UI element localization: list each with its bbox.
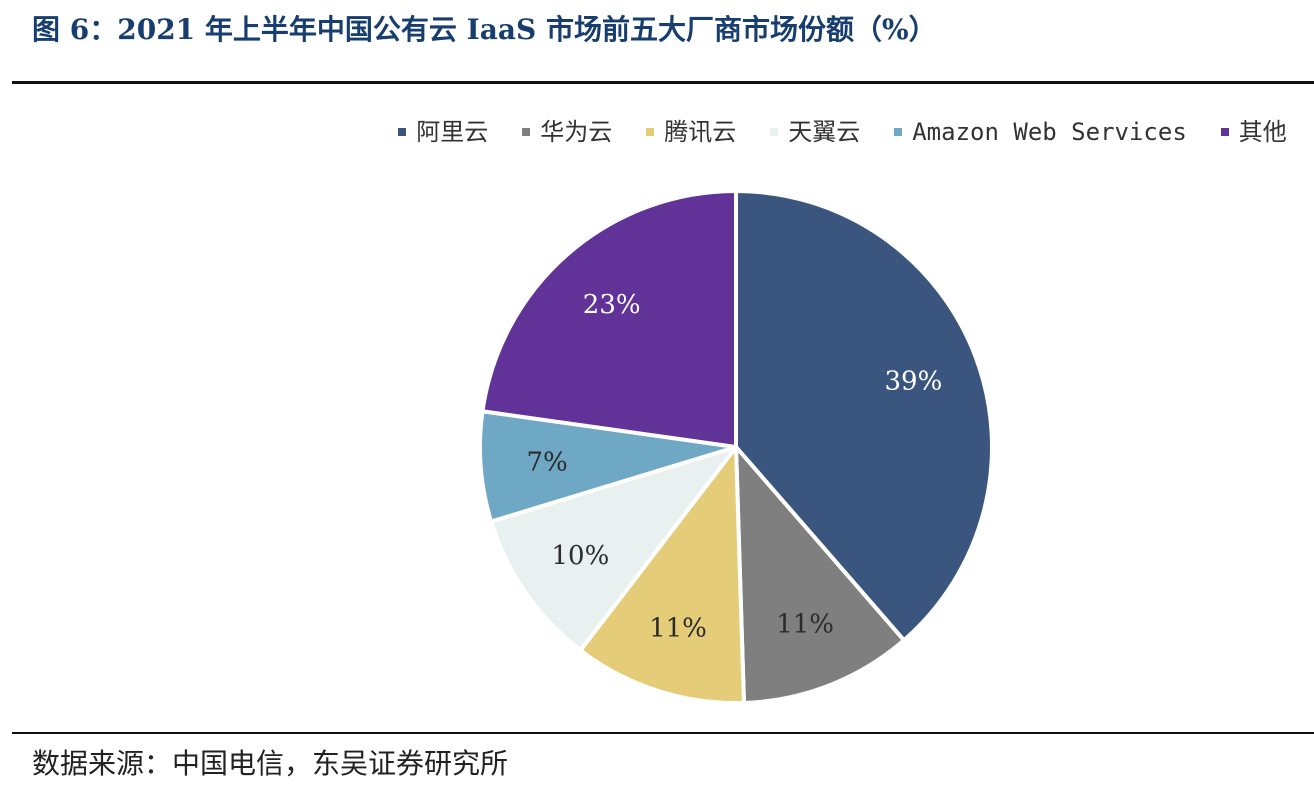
legend-item: Amazon Web Services — [894, 112, 1187, 152]
source-note: 数据来源：中国电信，东吴证券研究所 — [32, 747, 509, 780]
slice-data-label: 10% — [552, 541, 610, 571]
legend-item: 阿里云 — [398, 112, 488, 152]
legend-label: Amazon Web Services — [912, 118, 1187, 146]
legend-item: 腾讯云 — [646, 112, 736, 152]
slice-data-label: 11% — [776, 609, 834, 639]
pie-slice — [734, 445, 906, 705]
pie-slice — [578, 445, 746, 705]
legend-label: 阿里云 — [416, 118, 489, 146]
pie-slice — [489, 445, 738, 653]
legend-swatch — [770, 128, 779, 136]
slice-data-label: 23% — [583, 290, 641, 320]
slice-data-label: 7% — [526, 448, 567, 478]
slice-data-label: 11% — [649, 613, 707, 643]
legend-item: 华为云 — [522, 112, 612, 152]
legend-label: 其他 — [1238, 118, 1287, 146]
legend-label: 腾讯云 — [664, 118, 737, 146]
legend-swatch — [522, 128, 531, 136]
slice-data-label: 39% — [885, 367, 943, 397]
legend-item: 其他 — [1220, 112, 1287, 152]
legend-swatch — [1220, 128, 1229, 136]
pie-slice — [480, 189, 738, 449]
pie-slice — [734, 189, 994, 643]
chart-legend: 阿里云 华为云 腾讯云 天翼云 Amazon Web Services 其他 — [0, 112, 1314, 152]
legend-swatch — [398, 128, 407, 136]
bottom-rule — [12, 732, 1314, 734]
legend-swatch — [894, 128, 903, 136]
legend-label: 天翼云 — [788, 118, 861, 146]
legend-swatch — [646, 128, 655, 136]
legend-item: 天翼云 — [770, 112, 860, 152]
legend-label: 华为云 — [540, 118, 613, 146]
top-rule — [12, 81, 1314, 84]
figure-title: 图 6：2021 年上半年中国公有云 IaaS 市场前五大厂商市场份额（%） — [32, 13, 937, 46]
